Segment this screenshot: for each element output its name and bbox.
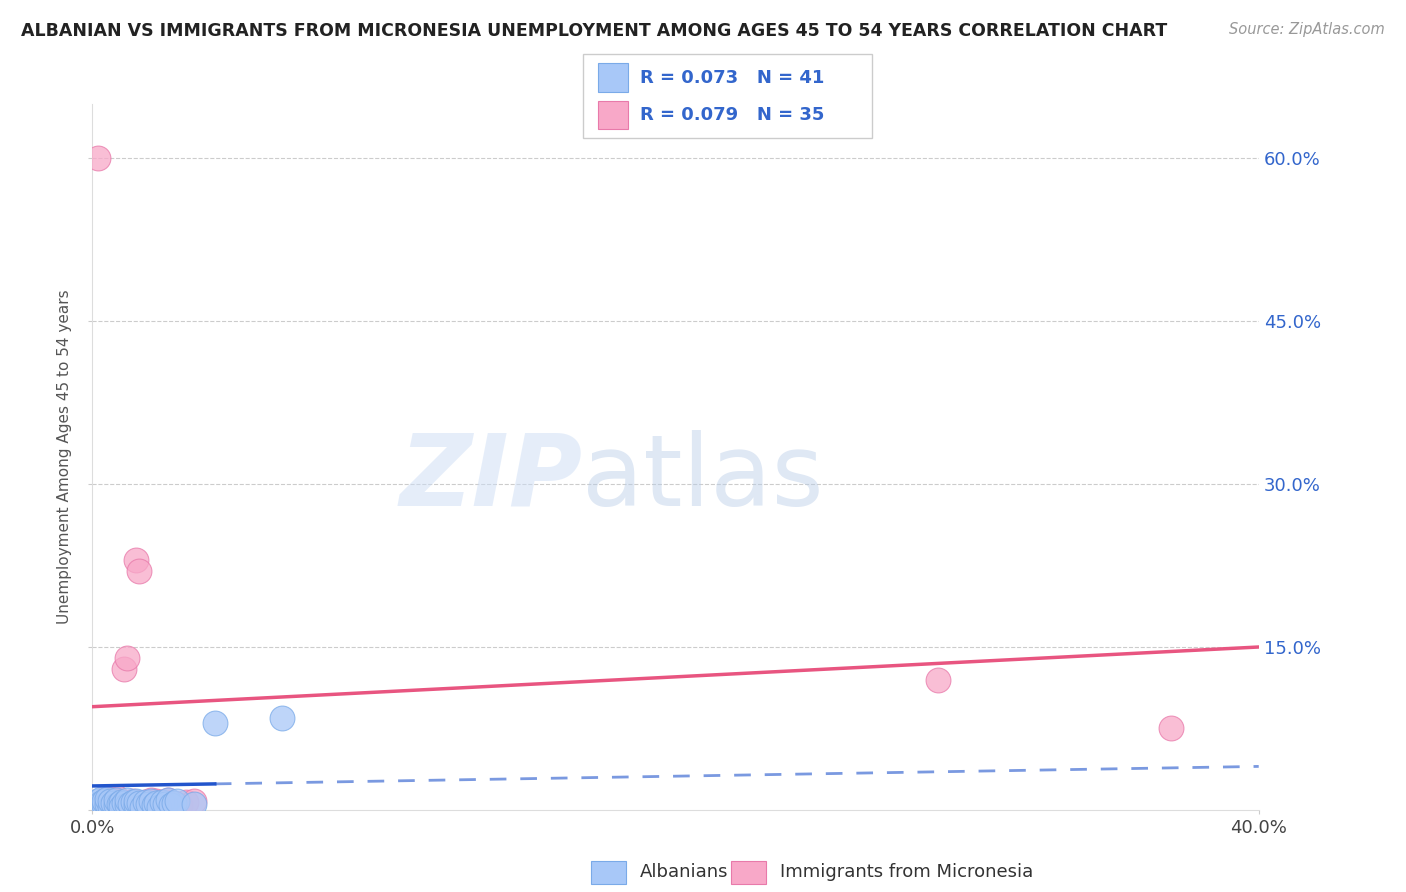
Point [101,797,124,811]
Point [128,797,150,811]
Text: R = 0.079   N = 35: R = 0.079 N = 35 [640,106,824,124]
Point [183,794,205,808]
Point [93,794,115,808]
Point [110,799,132,814]
Text: ZIP: ZIP [399,430,582,526]
Point [139,793,162,807]
Point [136,797,159,812]
Point [101,795,124,809]
Text: atlas: atlas [582,430,824,526]
Point [169,798,191,813]
Point [96,792,118,806]
Point [110,797,132,811]
Point [98,792,121,806]
Point [117,650,139,665]
Text: Source: ZipAtlas.com: Source: ZipAtlas.com [1229,22,1385,37]
Point [112,797,135,811]
Point [157,793,180,807]
Point [90,797,112,811]
Point [148,799,170,814]
Point [150,795,173,809]
Point [157,793,180,807]
Point [125,798,148,813]
Point [117,798,139,813]
Point [142,798,165,813]
Point [163,797,186,811]
Point [270,710,292,724]
Point [120,798,142,813]
Point [122,795,145,809]
Point [104,793,127,807]
Point [183,797,205,812]
Point [139,794,162,808]
Point [131,799,153,814]
Text: Albanians: Albanians [640,863,728,881]
Point [98,798,121,813]
Point [150,798,173,813]
Point [112,662,135,676]
Point [96,797,118,812]
Point [134,795,156,809]
Text: R = 0.073   N = 41: R = 0.073 N = 41 [640,69,824,87]
Point [98,799,121,814]
Point [87,799,110,814]
Point [90,792,112,806]
Point [117,793,139,807]
Point [204,716,226,731]
Point [104,789,127,804]
Point [927,673,949,687]
Point [125,553,148,567]
Point [134,795,156,809]
Point [155,797,177,812]
Point [122,794,145,808]
Text: ALBANIAN VS IMMIGRANTS FROM MICRONESIA UNEMPLOYMENT AMONG AGES 45 TO 54 YEARS CO: ALBANIAN VS IMMIGRANTS FROM MICRONESIA U… [21,22,1167,40]
Point [110,795,132,809]
Point [98,794,121,808]
Y-axis label: Unemployment Among Ages 45 to 54 years: Unemployment Among Ages 45 to 54 years [58,290,72,624]
Point [160,797,183,812]
Point [96,797,118,811]
Point [145,794,167,808]
Point [87,152,110,166]
Point [163,797,186,811]
Point [125,794,148,808]
Point [104,798,127,813]
Point [93,798,115,813]
Point [93,794,115,808]
Point [160,798,183,813]
Point [107,797,129,812]
Point [107,794,129,808]
Point [87,794,110,808]
Point [1160,722,1182,736]
Point [96,789,118,804]
Point [155,795,177,809]
Point [136,797,159,811]
Point [84,797,107,812]
Point [166,794,188,808]
Point [128,564,150,578]
Point [174,795,197,809]
Point [120,797,142,812]
Point [148,797,170,811]
Point [142,797,165,812]
Point [145,797,167,811]
Point [90,797,112,812]
Point [131,797,153,812]
Text: Immigrants from Micronesia: Immigrants from Micronesia [780,863,1033,881]
Point [104,797,127,812]
